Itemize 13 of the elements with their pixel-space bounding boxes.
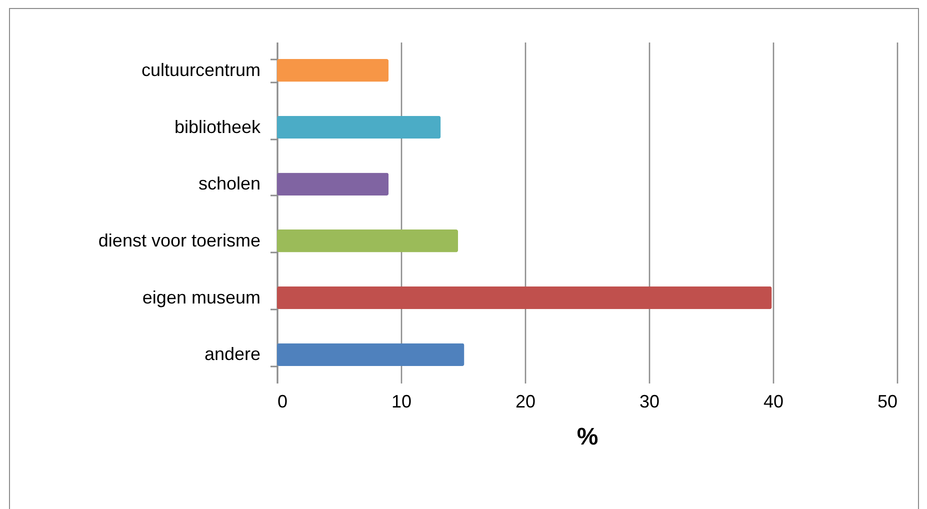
y-tick-label: scholen xyxy=(198,174,260,194)
y-tick-label: cultuurcentrum xyxy=(141,60,260,80)
y-tick-label: eigen museum xyxy=(142,287,260,308)
x-tick-label: 50 xyxy=(877,392,898,412)
x-tick-label: 30 xyxy=(639,392,660,412)
x-tick-label: 40 xyxy=(763,392,784,412)
y-tick-label: dienst voor toerisme xyxy=(98,230,260,250)
y-tick-label: andere xyxy=(204,344,260,364)
x-axis-title: % xyxy=(576,424,598,450)
x-tick-label: 0 xyxy=(278,392,288,412)
x-tick-label: 10 xyxy=(391,392,412,412)
y-tick-label: bibliotheek xyxy=(174,116,262,137)
x-tick-label: 20 xyxy=(515,392,536,412)
